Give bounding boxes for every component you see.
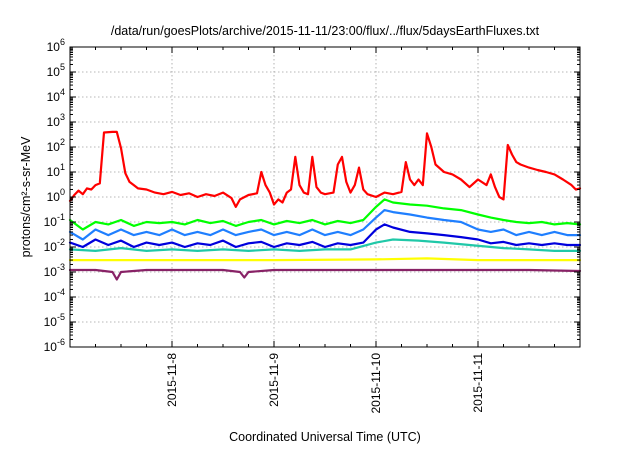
chart-title: /data/run/goesPlots/archive/2015-11-11/2…	[111, 24, 540, 38]
y-tick-label: 104	[47, 87, 65, 104]
series-line	[68, 238, 582, 252]
y-tick-label: 10-6	[44, 337, 65, 354]
y-tick-label: 10-3	[44, 262, 65, 279]
y-tick-label: 106	[47, 37, 65, 54]
x-tick-label: 2015-11-11	[471, 353, 485, 413]
y-axis-label: protons/cm²-s-sr-MeV	[19, 136, 33, 258]
series-line	[68, 223, 582, 249]
y-tick-label: 101	[47, 162, 65, 179]
y-tick-label: 103	[47, 112, 65, 129]
y-tick-label: 102	[47, 137, 65, 154]
y-tick-label: 10-2	[44, 237, 65, 254]
y-tick-label: 10-5	[44, 312, 65, 329]
x-tick-label: 2015-11-8	[165, 353, 179, 407]
y-tick-label: 10-4	[44, 287, 65, 304]
x-tick-label: 2015-11-10	[369, 353, 383, 414]
x-tick-label: 2015-11-9	[267, 353, 281, 407]
tick-layer: 106 105 104 103 102 101 100 10-1 10-2 10-3 10-4 10-…	[44, 37, 580, 414]
series-line	[68, 209, 582, 241]
y-tick-label: 10-1	[44, 212, 65, 229]
series-layer	[68, 130, 582, 281]
series-line	[68, 130, 582, 208]
series-line	[68, 198, 582, 231]
y-tick-label: 105	[47, 62, 65, 79]
y-tick-label: 100	[47, 187, 65, 204]
series-line	[68, 268, 582, 281]
series-line	[68, 257, 582, 262]
x-axis-label: Coordinated Universal Time (UTC)	[229, 430, 421, 444]
label-layer: /data/run/goesPlots/archive/2015-11-11/2…	[19, 24, 540, 444]
